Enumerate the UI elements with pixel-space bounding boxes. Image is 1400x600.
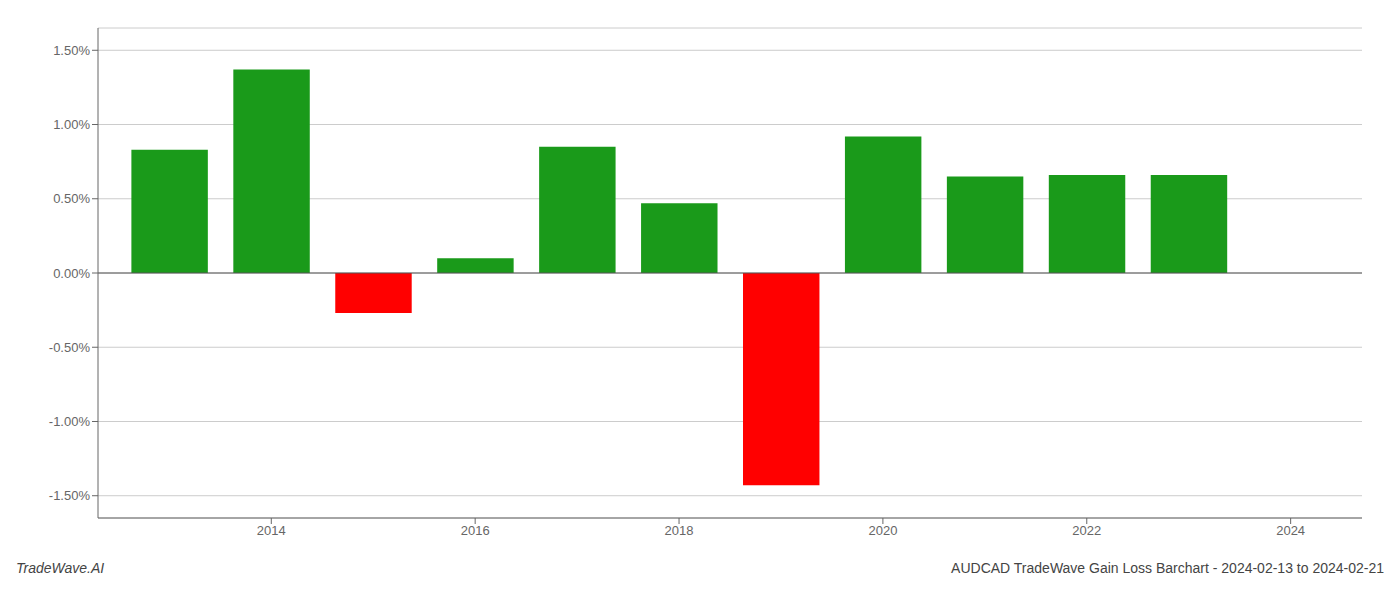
svg-text:0.00%: 0.00% <box>53 266 90 281</box>
svg-text:2020: 2020 <box>868 523 897 538</box>
svg-text:2024: 2024 <box>1276 523 1305 538</box>
html-text:TradeWave.AI: TradeWave.AI <box>16 560 105 576</box>
svg-text:2014: 2014 <box>257 523 286 538</box>
svg-text:1.00%: 1.00% <box>53 117 90 132</box>
svg-text:-0.50%: -0.50% <box>49 340 91 355</box>
svg-text:1.50%: 1.50% <box>53 43 90 58</box>
svg-text:-1.00%: -1.00% <box>49 414 91 429</box>
html-text:AUDCAD TradeWave Gain Loss Bar: AUDCAD TradeWave Gain Loss Barchart - 20… <box>951 560 1384 576</box>
svg-text:-1.50%: -1.50% <box>49 488 91 503</box>
svg-text:0.50%: 0.50% <box>53 191 90 206</box>
svg-text:2016: 2016 <box>461 523 490 538</box>
svg-text:2018: 2018 <box>665 523 694 538</box>
svg-text:2022: 2022 <box>1072 523 1101 538</box>
